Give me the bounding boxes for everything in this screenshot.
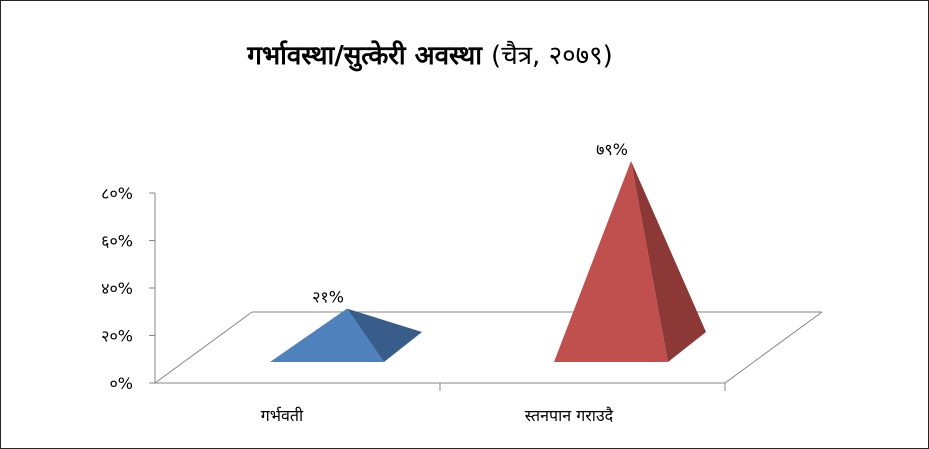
pyramid-front-face [554,161,668,362]
pyramid-side-face [631,161,706,362]
pyramid-front-face [270,308,384,362]
pyramid-1 [270,308,422,362]
data-label: ७९% [596,140,628,159]
pyramid-2 [554,161,706,362]
floor-right-edge [724,311,823,384]
x-category-label: गर्भवती [261,406,304,425]
pyramid-side-face [347,308,422,362]
chart-title-suffix: (चैत्र, २०७९) [491,41,613,71]
chart-axes [154,193,823,391]
y-tick-label: ६०% [101,232,133,251]
floor-left-edge [154,311,253,384]
y-tick-label: २०% [101,327,133,346]
chart-title: गर्भावस्था/सुत्केरी अवस्था (चैत्र, २०७९) [0,36,860,72]
chart-title-main: गर्भावस्था/सुत्केरी अवस्था [247,41,482,71]
data-label: २१% [312,288,344,307]
y-tick-label: ८०% [101,184,133,203]
x-category-label: स्तनपान गराउदै [525,406,614,425]
chart-marks: २१% ७९% [270,140,706,362]
x-axis-categories: गर्भवती स्तनपान गराउदै [261,406,614,425]
y-axis-ticks: ०% २०% ४०% ६०% ८०% [101,184,155,393]
y-tick-label: ४०% [101,279,133,298]
y-tick-label: ०% [109,374,133,393]
